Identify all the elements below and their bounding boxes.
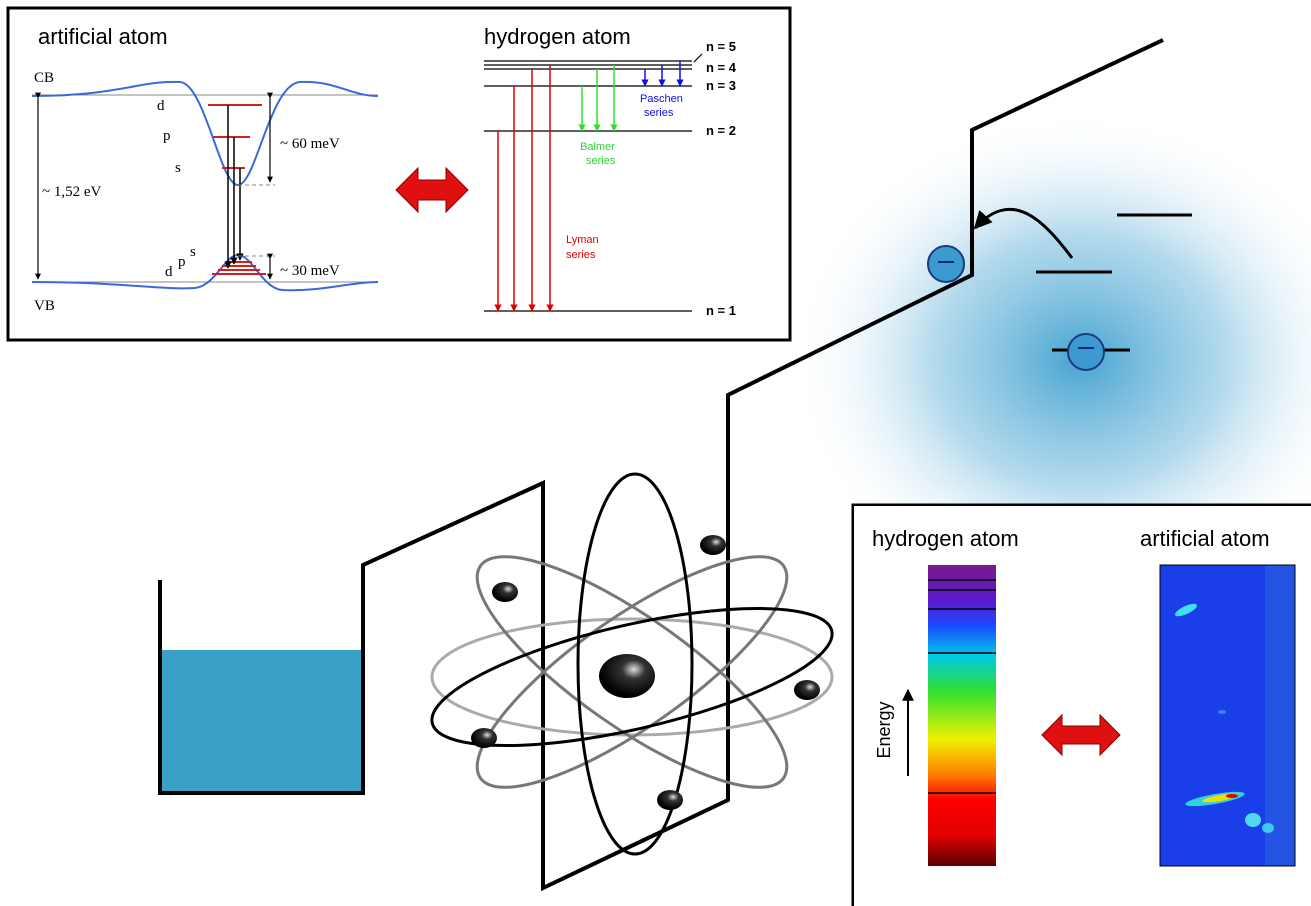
- vb-curve: [31, 253, 379, 292]
- electron: [1067, 333, 1105, 371]
- spectrum: [928, 565, 996, 866]
- top-panel: [6, 6, 792, 342]
- gap-label: ~ 1,52 eV: [42, 184, 102, 200]
- series-label: Lyman: [566, 234, 599, 246]
- cb-curve: [31, 80, 379, 187]
- glow: [790, 110, 1311, 610]
- tunnel-arrow: [973, 208, 1074, 259]
- panel-title: hydrogen atom: [872, 526, 1019, 551]
- panel-title: artificial atom: [38, 24, 168, 49]
- n-label: n = 1: [706, 303, 736, 318]
- confinement-label: ~ 60 meV: [280, 136, 340, 152]
- series-label: series: [566, 249, 596, 261]
- electron: [927, 245, 965, 283]
- lyman-arrows: [494, 65, 554, 312]
- panel-title: artificial atom: [1140, 526, 1270, 551]
- n-label: n = 3: [706, 78, 736, 93]
- level-label: p: [178, 254, 186, 270]
- pl-map: [1159, 564, 1296, 867]
- potential-line: [158, 38, 1164, 892]
- series-label: series: [644, 107, 674, 119]
- transitions: [224, 105, 244, 269]
- series-label: series: [586, 155, 616, 167]
- level-label: d: [157, 98, 165, 114]
- h-levels: [484, 53, 703, 312]
- double-arrow: [395, 166, 469, 214]
- double-arrow: [1041, 713, 1121, 757]
- series-label: Paschen: [640, 93, 683, 105]
- series-label: Balmer: [580, 141, 615, 153]
- band-label: VB: [34, 298, 55, 314]
- spectral-lines: [928, 579, 996, 794]
- panel-title: hydrogen atom: [484, 24, 631, 49]
- paschen-arrows: [641, 61, 684, 87]
- balmer-arrows: [578, 65, 618, 132]
- atom: [430, 472, 834, 856]
- level-label: d: [165, 264, 173, 280]
- n-label: n = 2: [706, 123, 736, 138]
- dim-arrows: [35, 92, 273, 280]
- confinement-label: ~ 30 meV: [280, 263, 340, 279]
- n-label: n = 5: [706, 39, 736, 54]
- axis-label: Energy: [874, 701, 894, 758]
- level-label: s: [175, 160, 181, 176]
- level-label: s: [190, 244, 196, 260]
- level-label: p: [163, 128, 171, 144]
- band-label: CB: [34, 70, 54, 86]
- well-fill: [160, 650, 363, 793]
- n-label: n = 4: [706, 60, 737, 75]
